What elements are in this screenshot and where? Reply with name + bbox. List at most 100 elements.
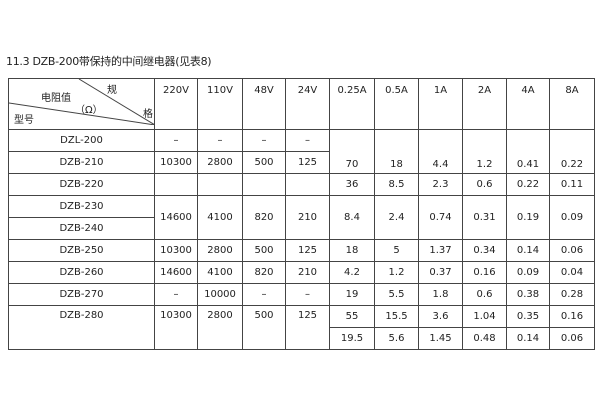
- column-header: 48V: [242, 78, 286, 130]
- current-value-cell: 1.04: [462, 305, 507, 328]
- current-value-cell: 0.14: [506, 239, 550, 262]
- current-value-cell: 0.11: [549, 173, 595, 196]
- voltage-value-cell: 4100: [197, 261, 243, 284]
- voltage-value-cell: 820: [242, 261, 286, 284]
- corner-spec-label-2: 格: [143, 109, 153, 120]
- model-cell: DZB-230: [8, 195, 155, 218]
- model-cell: DZB-280: [8, 305, 155, 350]
- current-value-cell: 1.2: [374, 261, 419, 284]
- voltage-value-cell: 500: [242, 239, 286, 262]
- current-value-cell: 0.06: [549, 239, 595, 262]
- voltage-value-cell: –: [285, 283, 330, 306]
- voltage-value-cell: 14600: [154, 261, 198, 284]
- column-header: 24V: [285, 78, 330, 130]
- diagonal-lines: [9, 79, 155, 125]
- current-value-cell: 0.74: [418, 195, 463, 240]
- current-value-cell: 0.48: [462, 327, 507, 350]
- table-row: DZB-250 10300 2800 500 125 18 5 1.37 0.34 0.14 0.0…: [8, 239, 595, 262]
- model-cell: DZB-270: [8, 283, 155, 306]
- current-value-cell: 0.6: [462, 283, 507, 306]
- current-value-cell: 3.6: [418, 305, 463, 328]
- current-value-cell: 4.2: [329, 261, 375, 284]
- current-value-cell: 0.22: [506, 173, 550, 196]
- current-value-cell: 1.8: [418, 283, 463, 306]
- table-row: DZB-280 10300 2800 500 125 55 15.5 3.6 1.04 0.35 0…: [8, 305, 595, 350]
- voltage-value-cell: 210: [285, 261, 330, 284]
- voltage-value-cell: 125: [285, 239, 330, 262]
- table-row: DZL-200– – – –70 18 4.4 1.2 0.41 0.22: [8, 129, 595, 174]
- resistance-table: 规 电阻值 （Ω） 格 型号 220V 110V 48V 24V 0.25A 0.5A 1A…: [8, 78, 595, 350]
- current-value-cell: 2.3: [418, 173, 463, 196]
- current-value-cell: 0.37: [418, 261, 463, 284]
- voltage-value-cell: 4100: [197, 195, 243, 240]
- current-value-cell: 0.41: [506, 129, 550, 174]
- current-value-cell: 0.16: [549, 305, 595, 328]
- column-header: 8A: [549, 78, 595, 130]
- voltage-value-cell: 14600: [154, 195, 198, 240]
- current-value-cell: 0.04: [549, 261, 595, 284]
- model-cell: DZB-220: [8, 173, 155, 196]
- current-value-cell: 0.19: [506, 195, 550, 240]
- voltage-value-cell: 10300: [154, 239, 198, 262]
- column-header: 110V: [197, 78, 243, 130]
- voltage-value-cell: 2800: [197, 305, 243, 350]
- current-value-cell: 19: [329, 283, 375, 306]
- current-value-cell: 36: [329, 173, 375, 196]
- current-value-cell: 0.28: [549, 283, 595, 306]
- current-value-cell: 18: [374, 129, 419, 174]
- model-cell: DZB-210: [8, 151, 155, 174]
- corner-spec-label-1: 规: [107, 85, 117, 96]
- current-value-cell: 55: [329, 305, 375, 328]
- current-value-cell: 0.06: [549, 327, 595, 350]
- voltage-value-cell: –: [242, 283, 286, 306]
- voltage-value-cell: 500: [242, 305, 286, 350]
- current-value-cell: 1.37: [418, 239, 463, 262]
- table-row: DZB-260 14600 4100 820 210 4.2 1.2 0.37 0.16 0.09…: [8, 261, 595, 284]
- current-value-cell: 0.31: [462, 195, 507, 240]
- table-row: DZB-270–10000– –19 5.5 1.8 0.6 0.38 0.28: [8, 283, 595, 306]
- current-value-cell: 19.5: [329, 327, 375, 350]
- voltage-value-cell: 500: [242, 151, 286, 174]
- voltage-value-cell: –: [197, 129, 243, 152]
- current-value-cell: 70: [329, 129, 375, 174]
- current-value-cell: 8.5: [374, 173, 419, 196]
- voltage-value-cell: –: [242, 129, 286, 152]
- model-cell: DZB-240: [8, 217, 155, 240]
- voltage-value-cell: [285, 173, 330, 196]
- column-header: 4A: [506, 78, 550, 130]
- current-value-cell: 4.4: [418, 129, 463, 174]
- voltage-value-cell: [154, 173, 198, 196]
- current-value-cell: 0.34: [462, 239, 507, 262]
- voltage-value-cell: 10000: [197, 283, 243, 306]
- current-value-cell: 5.6: [374, 327, 419, 350]
- current-value-cell: 15.5: [374, 305, 419, 328]
- corner-resistance-label: 电阻值: [41, 93, 71, 104]
- model-cell: DZB-250: [8, 239, 155, 262]
- table-row: DZB-210 10300 2800 500 125: [8, 151, 595, 174]
- current-value-cell: 0.22: [549, 129, 595, 174]
- voltage-value-cell: 2800: [197, 151, 243, 174]
- voltage-value-cell: 2800: [197, 239, 243, 262]
- current-value-cell: 0.09: [549, 195, 595, 240]
- table-row: DZB-230 14600 4100 820 210 8.4 2.4 0.74 0.31 0.19…: [8, 195, 595, 240]
- voltage-value-cell: 820: [242, 195, 286, 240]
- corner-header-cell: 规 电阻值 （Ω） 格 型号: [8, 78, 155, 130]
- current-value-cell: 2.4: [374, 195, 419, 240]
- column-header: 2A: [462, 78, 507, 130]
- column-header: 1A: [418, 78, 463, 130]
- voltage-value-cell: [242, 173, 286, 196]
- corner-unit-label: （Ω）: [75, 105, 103, 116]
- section-title: 11.3 DZB-200带保持的中间继电器(见表8): [6, 55, 212, 68]
- voltage-value-cell: –: [154, 129, 198, 152]
- current-value-cell: 5.5: [374, 283, 419, 306]
- table-row: DZB-220 36 8.5 2.3 0.6 0.22 0.11: [8, 173, 595, 196]
- voltage-value-cell: 125: [285, 151, 330, 174]
- voltage-value-cell: –: [154, 283, 198, 306]
- current-value-cell: 18: [329, 239, 375, 262]
- table-row: 19.5 5.6 1.45 0.48 0.14 0.06: [9, 327, 595, 350]
- current-value-cell: 8.4: [329, 195, 375, 240]
- model-cell: DZL-200: [8, 129, 155, 152]
- voltage-value-cell: 10300: [154, 151, 198, 174]
- current-value-cell: 0.35: [506, 305, 550, 328]
- current-value-cell: 0.16: [462, 261, 507, 284]
